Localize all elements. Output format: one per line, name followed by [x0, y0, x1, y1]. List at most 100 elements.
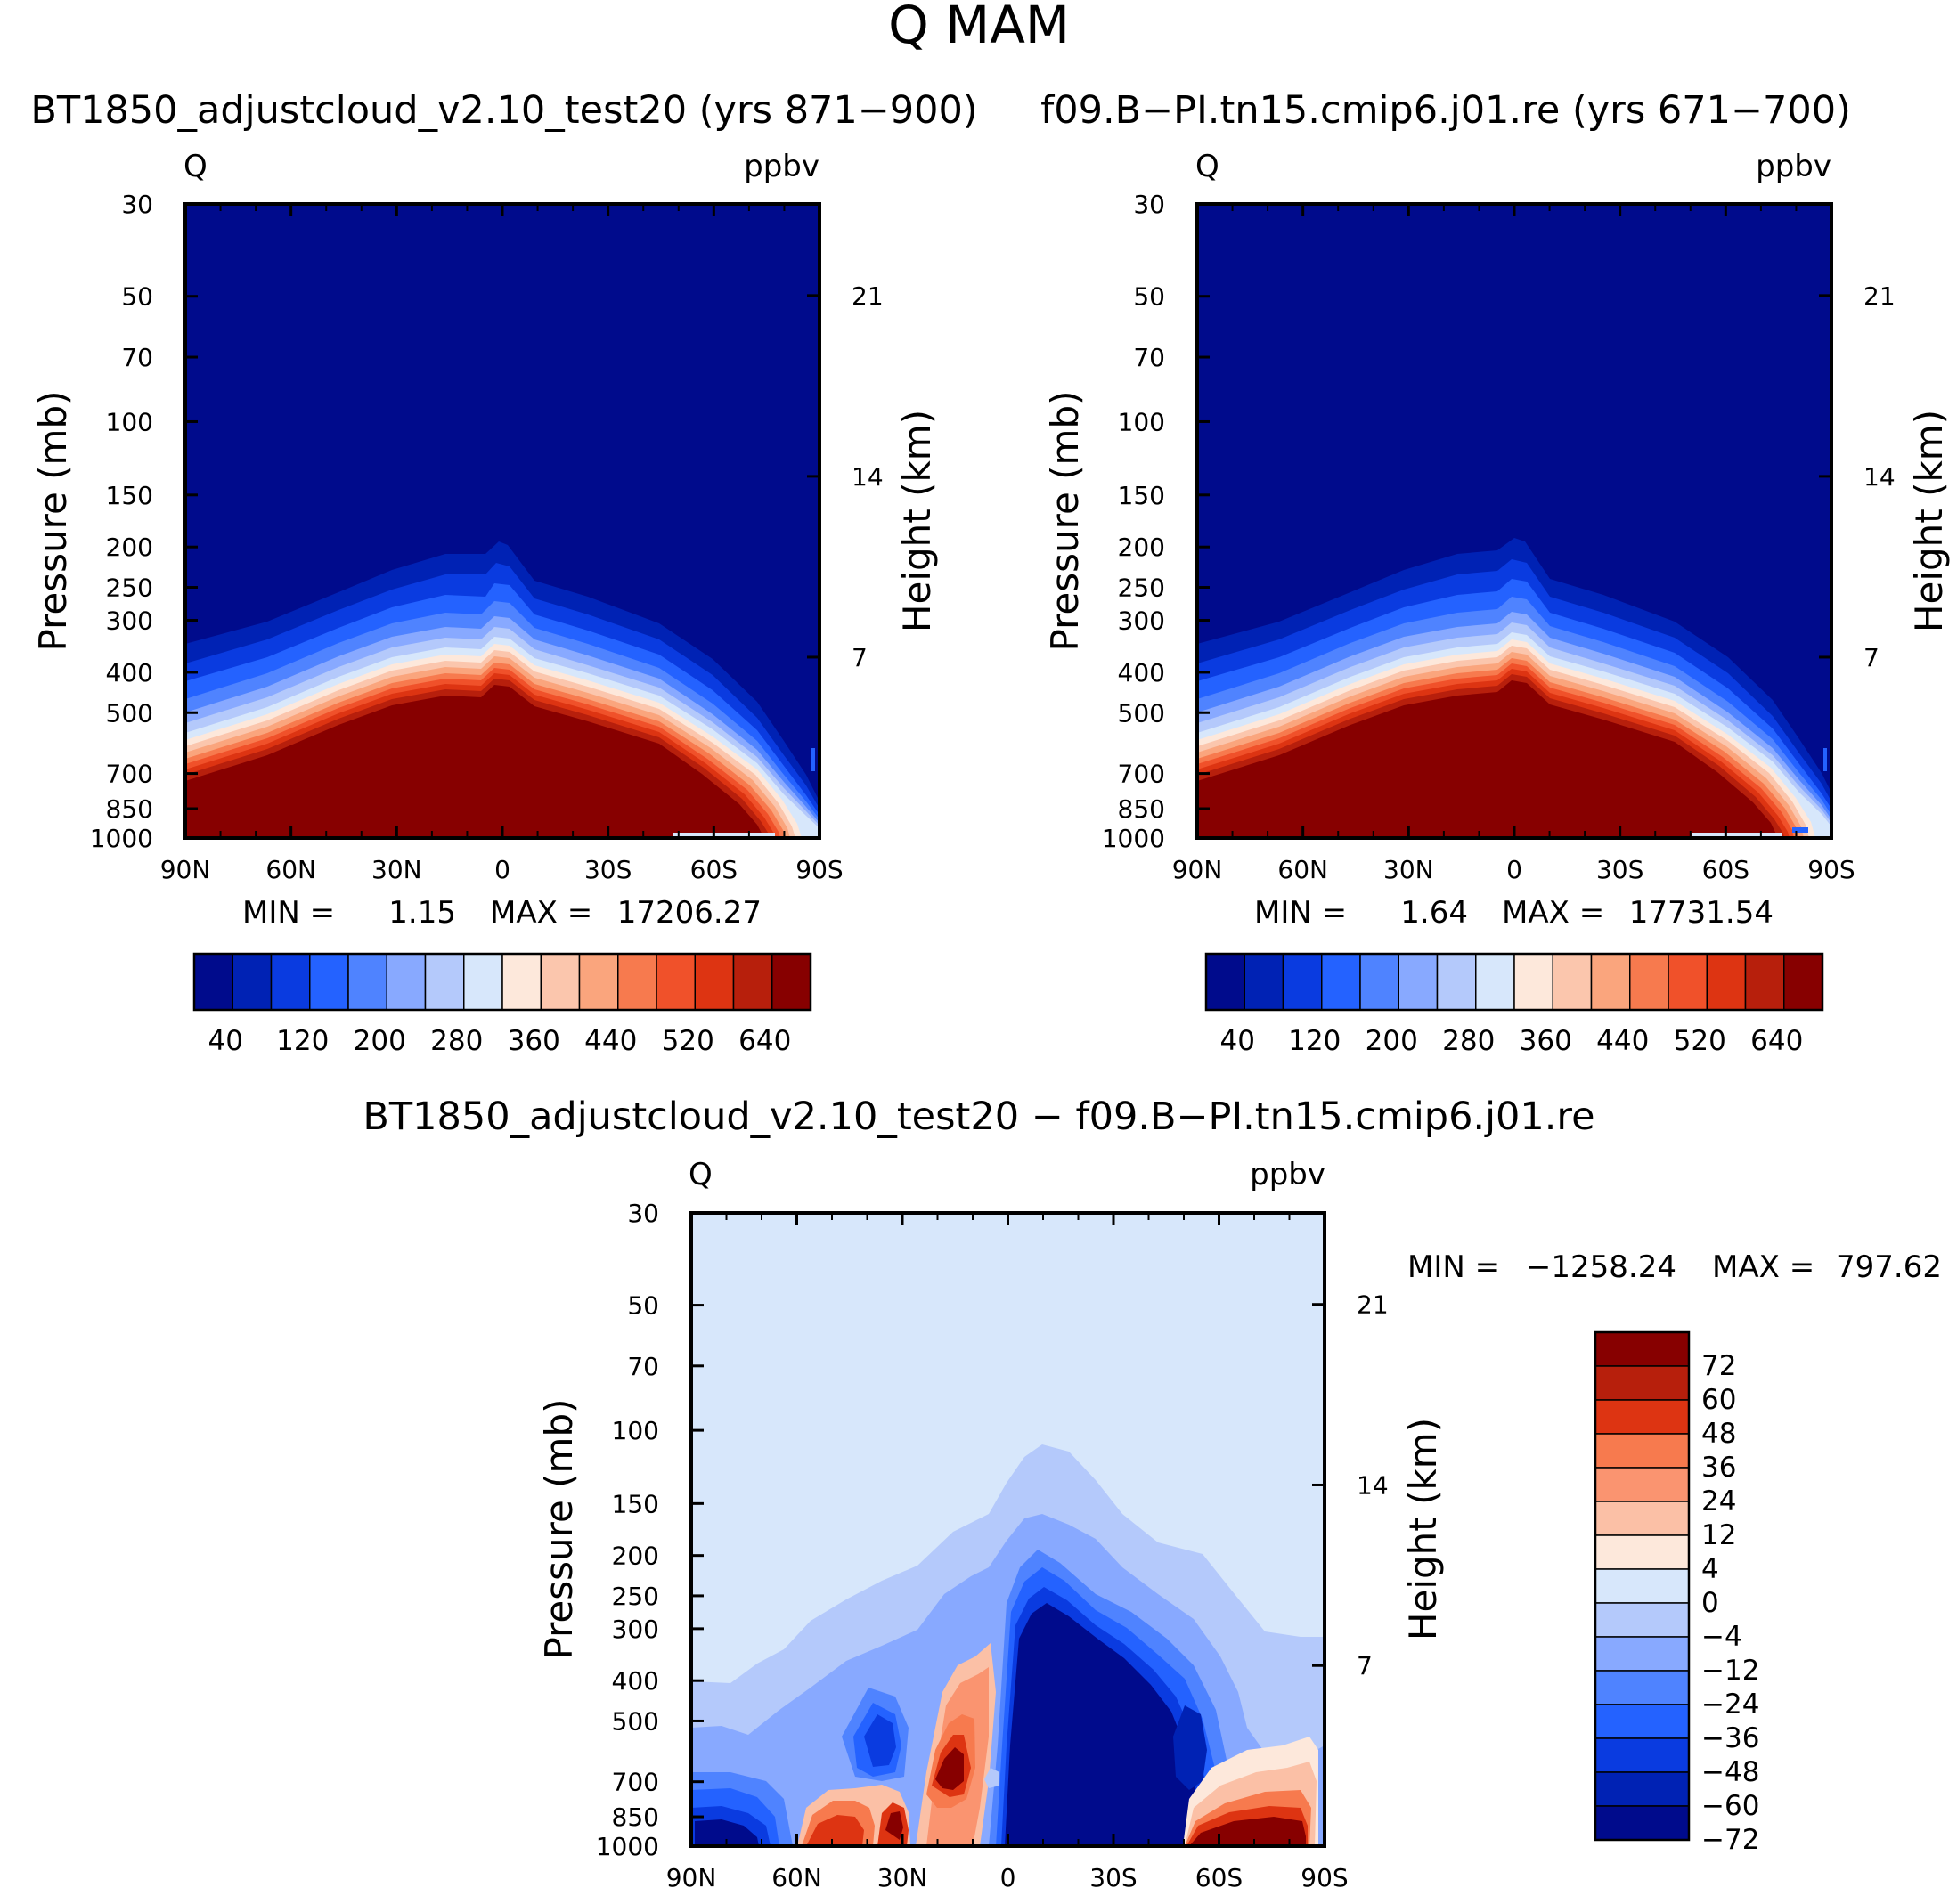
colorbar-label: 120 [276, 1025, 329, 1057]
colorbar-swatch [1475, 953, 1515, 1011]
panel-1-y-right-axis-label: Height (km) [895, 410, 939, 632]
x-tick-label: 0 [494, 855, 510, 884]
panel-3-x-ticks: 90N 60N 30N 0 30S 60S 90S 30 50 70 100 150 200 250 300… [596, 1199, 1389, 1892]
y-tick-label: 70 [1133, 343, 1165, 372]
y-right-tick-label: 7 [1357, 1651, 1373, 1680]
x-tick-label: 30S [1596, 855, 1643, 884]
panel-3-contour-band [806, 1815, 864, 1846]
panel-3-min-value: −1258.24 [1526, 1249, 1676, 1285]
panel-2-colorbar: 40 120 200 280 360 440 520 640 [1204, 952, 1824, 1057]
x-tick-label: 30N [877, 1863, 928, 1892]
panel-2-x-ticks: 90N 60N 30N 0 30S 60S 90S 30 50 70 100 150 200 250 300… [1102, 190, 1896, 884]
colorbar-swatch [424, 953, 465, 1011]
y-tick-label: 150 [106, 481, 153, 510]
colorbar-label: −72 [1701, 1824, 1759, 1856]
y-tick-label: 500 [1118, 698, 1165, 728]
panel-3-variable: Q [689, 1157, 713, 1192]
x-tick-label: 90S [1301, 1863, 1348, 1892]
panel-3-contour-band [885, 1811, 903, 1840]
y-tick-label: 150 [612, 1489, 659, 1518]
y-tick-label: 700 [612, 1768, 659, 1797]
y-right-tick-label: 14 [1357, 1470, 1389, 1500]
colorbar-label: 36 [1701, 1452, 1736, 1484]
y-tick-label: 70 [121, 343, 153, 372]
panel-3-title: BT1850_adjustcloud_v2.10_test20 − f09.B−… [363, 1094, 1594, 1139]
panel-1-y-axis-label: Pressure (mb) [31, 390, 75, 651]
y-tick-label: 400 [1118, 658, 1165, 688]
colorbar-swatch [1321, 953, 1361, 1011]
colorbar-swatch [1436, 953, 1477, 1011]
x-tick-label: 60S [690, 855, 738, 884]
colorbar-swatch [1590, 953, 1631, 1011]
colorbar-swatch [1594, 1399, 1690, 1435]
colorbar-label: 40 [208, 1025, 243, 1057]
colorbar-frame [1594, 1330, 1691, 1842]
panel-3: BT1850_adjustcloud_v2.10_test20 − f09.B−… [363, 1094, 1942, 1892]
colorbar-swatch [1783, 953, 1823, 1011]
panel-3-max-value: 797.62 [1836, 1249, 1942, 1285]
colorbar-swatch [193, 953, 233, 1011]
panel-3-y-axis-label: Pressure (mb) [537, 1398, 581, 1659]
colorbar-swatch [1594, 1771, 1690, 1807]
panel-1-colorbar: 40 120 200 280 360 440 520 640 [192, 952, 812, 1057]
colorbar-label: 360 [508, 1025, 560, 1057]
colorbar-swatch [1552, 953, 1593, 1011]
x-tick-label: 60N [265, 855, 316, 884]
colorbar-label: 520 [662, 1025, 714, 1057]
y-tick-label: 30 [627, 1199, 659, 1228]
y-tick-label: 100 [612, 1416, 659, 1445]
colorbar-label: 72 [1701, 1350, 1736, 1382]
colorbar-swatch [540, 953, 581, 1011]
colorbar-label: 4 [1701, 1553, 1719, 1585]
colorbar-swatch [578, 953, 619, 1011]
colorbar-label: 40 [1220, 1025, 1255, 1057]
y-tick-label: 400 [612, 1666, 659, 1696]
panel-2-title: f09.B−PI.tn15.cmip6.j01.re (yrs 671−700) [1040, 88, 1851, 133]
colorbar-swatch [1594, 1737, 1690, 1773]
x-tick-label: 30S [584, 855, 632, 884]
colorbar-swatch [1706, 953, 1747, 1011]
colorbar-swatch [1398, 953, 1439, 1011]
colorbar-swatch [1594, 1534, 1690, 1570]
x-tick-label: 90N [160, 855, 211, 884]
panel-3-contour-band [1005, 1603, 1201, 1846]
x-tick-label: 30N [371, 855, 422, 884]
colorbar-label: 200 [354, 1025, 406, 1057]
y-tick-label: 100 [1118, 407, 1165, 436]
panel-1-max-label: MAX = [490, 895, 592, 931]
panel-1-units: ppbv [744, 149, 819, 184]
x-tick-label: 60N [771, 1863, 822, 1892]
y-tick-label: 300 [106, 606, 153, 636]
colorbar-label: −12 [1701, 1655, 1759, 1687]
y-tick-label: 1000 [1102, 824, 1165, 853]
panel-3-plot-area: 90N 60N 30N 0 30S 60S 90S 30 50 70 100 150 200 250 300… [596, 1199, 1389, 1892]
colorbar-swatch [1205, 953, 1245, 1011]
y-tick-label: 150 [1118, 481, 1165, 510]
panel-3-contour-band [1173, 1705, 1207, 1790]
panel-2: f09.B−PI.tn15.cmip6.j01.re (yrs 671−700)… [1040, 88, 1951, 1057]
colorbar-label: 280 [430, 1025, 483, 1057]
y-tick-label: 700 [1118, 760, 1165, 789]
panel-2-plot-area: 90N 60N 30N 0 30S 60S 90S 30 50 70 100 150 200 250 300… [1102, 190, 1896, 884]
panel-3-contour-band [695, 1819, 759, 1846]
colorbar-label: 12 [1701, 1519, 1736, 1551]
panel-2-contour-band [1197, 680, 1778, 838]
y-tick-label: 250 [1118, 574, 1165, 603]
y-tick-label: 200 [1118, 533, 1165, 562]
x-tick-label: 30N [1383, 855, 1434, 884]
panel-1-min-value: 1.15 [388, 895, 456, 931]
colorbar-label: −48 [1701, 1756, 1759, 1788]
colorbar-label: −36 [1701, 1722, 1759, 1754]
colorbar-swatch [1594, 1501, 1690, 1536]
x-tick-label: 0 [1000, 1863, 1016, 1892]
colorbar-swatch [1594, 1636, 1690, 1672]
panel-3-y-right-axis-label: Height (km) [1401, 1418, 1445, 1640]
y-right-tick-label: 14 [1863, 462, 1896, 492]
y-right-tick-label: 21 [1863, 281, 1896, 311]
colorbar-label: 640 [738, 1025, 791, 1057]
colorbar-swatch [232, 953, 273, 1011]
panel-2-contours [1197, 538, 1831, 838]
x-tick-label: 60S [1702, 855, 1749, 884]
y-tick-label: 30 [121, 190, 153, 219]
